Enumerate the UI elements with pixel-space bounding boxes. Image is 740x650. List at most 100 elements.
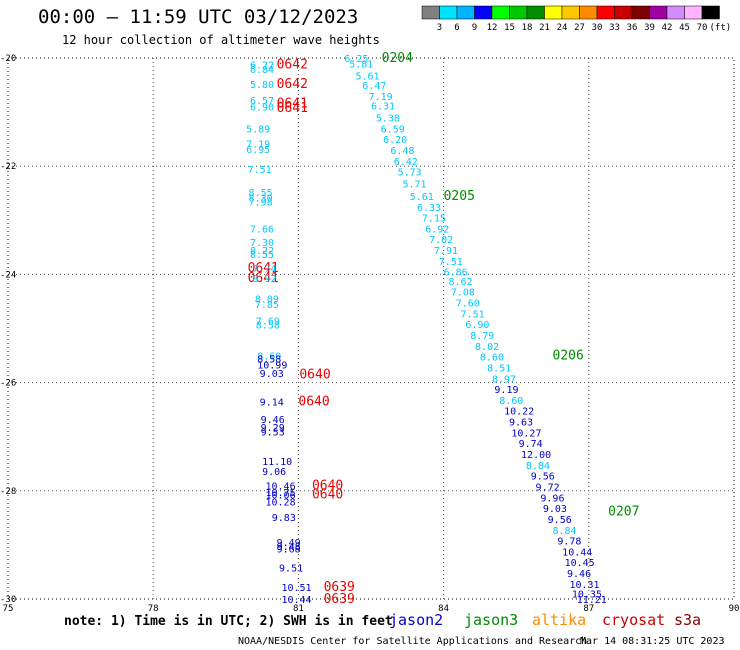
y-tick-label: -30: [0, 595, 16, 605]
wave-height-label: 5.73: [398, 168, 422, 179]
wave-height-label: 10.46: [265, 481, 295, 492]
wave-height-label: 8.09: [255, 295, 279, 306]
wave-height-label: 7.91: [434, 246, 458, 257]
wave-height-label: 6.31: [371, 102, 395, 113]
colorbar-label: 27: [574, 23, 585, 33]
wave-height-label: 6.22: [250, 60, 274, 71]
footer-credit: NOAA/NESDIS Center for Satellite Applica…: [238, 636, 587, 647]
wave-height-label: 9.46: [261, 415, 285, 426]
wave-height-label: 10.44: [281, 595, 311, 606]
wave-height-label: 7.19: [246, 139, 270, 150]
y-tick-label: -20: [0, 54, 16, 64]
plot-border: [7, 57, 735, 600]
data-points: 0642064206410641064106410640064006400640…: [246, 51, 639, 607]
colorbar-swatch: [491, 5, 510, 20]
wave-height-label: 6.86: [444, 268, 468, 279]
wave-height-label: 5.61: [410, 192, 434, 203]
legend-jason3: jason3: [464, 611, 518, 629]
wave-height-label: 9.06: [262, 467, 286, 478]
chart-title: 00:00 — 11:59 UTC 03/12/2023: [38, 6, 359, 28]
wave-height-label: 8.60: [499, 396, 523, 407]
colorbar-swatch: [456, 5, 475, 20]
x-tick-label: 87: [583, 604, 594, 614]
colorbar: 3 6 9 12 15 18 21 24 27 30 33 36 39 42 45 70 (ft): [421, 5, 731, 33]
colorbar-label: 18: [522, 23, 533, 33]
colorbar-swatch: [579, 5, 598, 20]
wave-height-label: 6.57: [250, 96, 274, 107]
wave-height-label: 10.51: [281, 583, 311, 594]
wave-height-label: 6.20: [383, 135, 407, 146]
x-tick-label: 81: [293, 604, 304, 614]
wave-height-label: 6.42: [394, 157, 418, 168]
wave-height-label: 6.59: [381, 124, 405, 135]
wave-height-label: 9.48: [277, 542, 301, 553]
wave-height-label: 8.58: [257, 354, 281, 365]
wave-height-label: 8.51: [487, 363, 511, 374]
colorbar-swatch: [526, 5, 545, 20]
pass-id-label: 0640: [298, 395, 329, 410]
wave-height-label: 6.48: [390, 146, 414, 157]
wave-height-label: 6.47: [362, 81, 386, 92]
pass-id-label: 0641: [277, 101, 308, 116]
legend: jason2 jason3 altika cryosat s3a: [389, 611, 701, 629]
y-tick-label: -26: [0, 379, 16, 389]
x-tick-label: 90: [729, 604, 740, 614]
colorbar-label: 24: [557, 23, 568, 33]
colorbar-swatch: [614, 5, 633, 20]
wave-height-label: 10.44: [562, 547, 592, 558]
wave-height-label: 5.80: [250, 80, 274, 91]
pass-id-label: 0640: [299, 367, 330, 382]
wave-height-label: 9.03: [543, 504, 567, 515]
colorbar-label: 39: [644, 23, 655, 33]
chart-subtitle: 12 hour collection of altimeter wave hei…: [62, 33, 380, 47]
colorbar-swatch: [561, 5, 580, 20]
wave-height-label: 9.46: [567, 569, 591, 580]
wave-height-label: 9.29: [261, 423, 285, 434]
wave-height-label: 8.84: [553, 526, 577, 537]
pass-id-label: 0640: [312, 488, 343, 503]
wave-height-label: 10.75: [265, 488, 295, 499]
colorbar-label: 6: [454, 23, 459, 33]
wave-height-label: 7.98: [249, 197, 273, 208]
wave-height-label: 7.51: [248, 165, 272, 176]
wave-height-label: 8.62: [448, 277, 472, 288]
wave-height-label: 5.38: [376, 114, 400, 125]
footer-timestamp: Mar 14 08:31:25 UTC 2023: [580, 636, 725, 647]
colorbar-swatch: [666, 5, 685, 20]
colorbar-swatch: [421, 5, 440, 20]
wave-height-label: 8.02: [475, 342, 499, 353]
wave-height-label: 8.60: [257, 352, 281, 363]
wave-height-label: 7.15: [422, 214, 446, 225]
wave-height-label: 9.72: [536, 482, 560, 493]
wave-height-label: 7.74: [252, 264, 276, 275]
wave-height-label: 5.89: [246, 124, 270, 135]
wave-height-label: 8.84: [526, 461, 550, 472]
pass-id-label: 0206: [553, 349, 584, 364]
colorbar-swatch: [701, 5, 720, 20]
wave-height-label: 9.96: [540, 493, 564, 504]
colorbar-label: 9: [472, 23, 477, 33]
wave-height-label: 10.99: [257, 361, 287, 372]
colorbar-swatch: [544, 5, 563, 20]
colorbar-label: 30: [592, 23, 603, 33]
wave-height-label: 10.45: [565, 558, 595, 569]
wave-height-label: 6.90: [465, 320, 489, 331]
wave-height-label: 7.60: [456, 299, 480, 310]
y-tick-label: -24: [0, 270, 16, 280]
colorbar-swatch: [649, 5, 668, 20]
colorbar-label: 45: [679, 23, 690, 33]
wave-height-label: 8.97: [492, 374, 516, 385]
colorbar-label: 36: [627, 23, 638, 33]
wave-height-label: 7.30: [250, 238, 274, 249]
wave-height-label: 6.90: [250, 103, 274, 114]
pass-id-label: 0205: [444, 189, 475, 204]
x-tick-label: 78: [148, 604, 159, 614]
footer-note: note: 1) Time is in UTC; 2) SWH is in fe…: [64, 614, 393, 629]
wave-height-label: 7.19: [369, 92, 393, 103]
wave-height-label: 10.22: [504, 407, 534, 418]
colorbar-swatch: [509, 5, 528, 20]
wave-height-label: 8.92: [252, 274, 276, 285]
legend-s3a: s3a: [674, 611, 701, 629]
wave-height-label: 9.78: [557, 537, 581, 548]
wave-height-label: 11.10: [262, 457, 292, 468]
